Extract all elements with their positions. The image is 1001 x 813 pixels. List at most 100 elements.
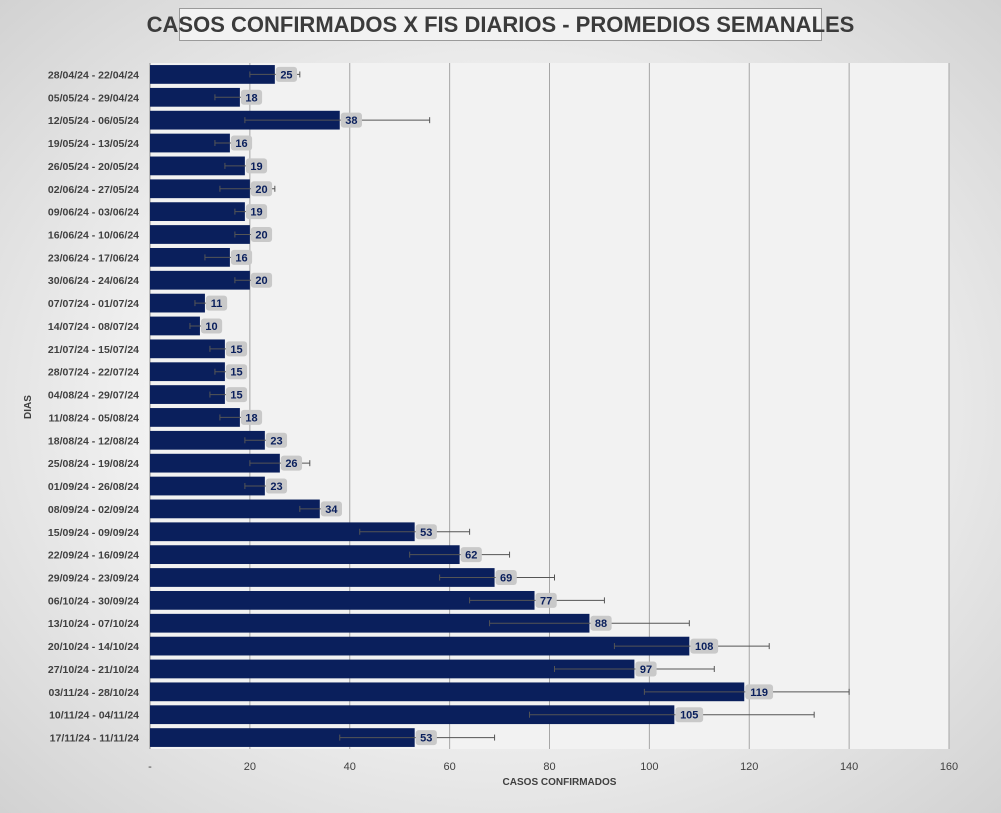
data-label-badge — [200, 318, 223, 334]
data-label: 105 — [680, 710, 698, 722]
data-label: 53 — [420, 527, 432, 539]
data-label: 97 — [640, 664, 652, 676]
bar — [150, 545, 460, 565]
y-axis-title: DIAS — [23, 395, 34, 419]
category-label: 11/08/24 - 05/08/24 — [49, 412, 140, 424]
category-label: 23/06/24 - 17/06/24 — [48, 252, 139, 264]
x-tick-label: - — [148, 761, 152, 773]
category-label: 19/05/24 - 13/05/24 — [48, 138, 139, 150]
bar — [150, 293, 205, 313]
data-label: 77 — [540, 595, 552, 607]
bar — [150, 87, 240, 107]
bar — [150, 590, 535, 610]
data-label: 16 — [235, 252, 247, 264]
category-label: 20/10/24 - 14/10/24 — [48, 641, 139, 653]
category-label: 29/09/24 - 23/09/24 — [48, 573, 139, 585]
data-label: 23 — [270, 435, 282, 447]
data-label: 26 — [285, 458, 297, 470]
bar — [150, 568, 495, 587]
data-label-badge — [225, 364, 248, 380]
data-label-badge — [250, 272, 273, 288]
data-label-badge — [240, 89, 263, 105]
bar — [150, 225, 250, 244]
bar — [150, 659, 635, 679]
data-label-badge — [675, 707, 704, 723]
data-label-badge — [590, 615, 612, 631]
x-axis-title: CASOS CONFIRMADOS — [503, 777, 617, 788]
bar — [150, 316, 200, 336]
data-label-badge — [415, 730, 437, 746]
x-tick-label: 40 — [344, 761, 356, 773]
data-label: 20 — [255, 230, 267, 242]
data-label-badge — [320, 501, 342, 517]
data-label-badge — [635, 661, 657, 677]
data-label-badge — [265, 478, 288, 494]
data-label: 119 — [750, 687, 768, 699]
bar — [150, 133, 230, 153]
category-label: 30/06/24 - 24/06/24 — [48, 275, 139, 287]
bar — [150, 522, 415, 542]
bar — [150, 339, 225, 359]
data-label-badge — [495, 570, 517, 585]
category-label: 26/05/24 - 20/05/24 — [48, 161, 139, 173]
bar — [150, 682, 745, 702]
bar — [150, 728, 415, 747]
bar — [150, 385, 225, 404]
data-label: 19 — [250, 161, 262, 173]
bar — [150, 408, 240, 427]
data-label-badge — [535, 592, 557, 608]
x-tick-label: 20 — [244, 761, 256, 773]
x-tick-label: 120 — [740, 761, 758, 773]
bar — [150, 270, 250, 290]
bar — [150, 247, 230, 267]
bar — [150, 430, 265, 450]
data-label-badge — [225, 341, 248, 357]
data-label: 10 — [205, 321, 217, 333]
category-label: 18/08/24 - 12/08/24 — [48, 435, 139, 447]
data-label: 23 — [270, 481, 282, 493]
data-label: 62 — [465, 550, 477, 562]
category-label: 25/08/24 - 19/08/24 — [48, 458, 139, 470]
bar — [150, 156, 245, 176]
bar — [150, 65, 275, 84]
category-label: 15/09/24 - 09/09/24 — [48, 527, 139, 539]
data-label-badge — [245, 158, 268, 174]
data-label: 20 — [255, 275, 267, 287]
data-label: 15 — [230, 344, 242, 356]
category-label: 01/09/24 - 26/08/24 — [48, 481, 139, 493]
data-label-badge — [690, 638, 719, 654]
data-label: 16 — [235, 138, 247, 150]
x-tick-label: 160 — [940, 761, 958, 773]
bar — [150, 613, 590, 633]
x-tick-label: 80 — [543, 761, 555, 773]
data-label: 34 — [325, 504, 338, 516]
data-label-badge — [250, 227, 273, 242]
data-label: 15 — [230, 390, 242, 402]
data-label-badge — [280, 455, 303, 471]
data-label-badge — [415, 524, 437, 540]
bar — [150, 705, 675, 725]
data-label: 18 — [245, 92, 257, 104]
data-label: 11 — [211, 298, 223, 310]
data-label: 20 — [255, 184, 267, 196]
bar — [150, 179, 250, 199]
category-label: 09/06/24 - 03/06/24 — [48, 207, 139, 219]
x-tick-label: 140 — [840, 761, 858, 773]
bar — [150, 453, 280, 473]
data-label-badge — [275, 66, 298, 82]
category-label: 12/05/24 - 06/05/24 — [48, 115, 139, 127]
data-label-badge — [460, 547, 482, 563]
category-label: 22/09/24 - 16/09/24 — [48, 550, 139, 562]
category-label: 03/11/24 - 28/10/24 — [49, 687, 140, 699]
data-label-badge — [745, 684, 774, 700]
data-label-badge — [340, 112, 362, 128]
bar — [150, 476, 265, 496]
data-label: 15 — [230, 367, 242, 379]
category-label: 28/07/24 - 22/07/24 — [48, 367, 139, 379]
bar — [150, 362, 225, 382]
category-label: 04/08/24 - 29/07/24 — [48, 390, 139, 402]
category-label: 07/07/24 - 01/07/24 — [48, 298, 139, 310]
category-label: 21/07/24 - 15/07/24 — [48, 344, 139, 356]
